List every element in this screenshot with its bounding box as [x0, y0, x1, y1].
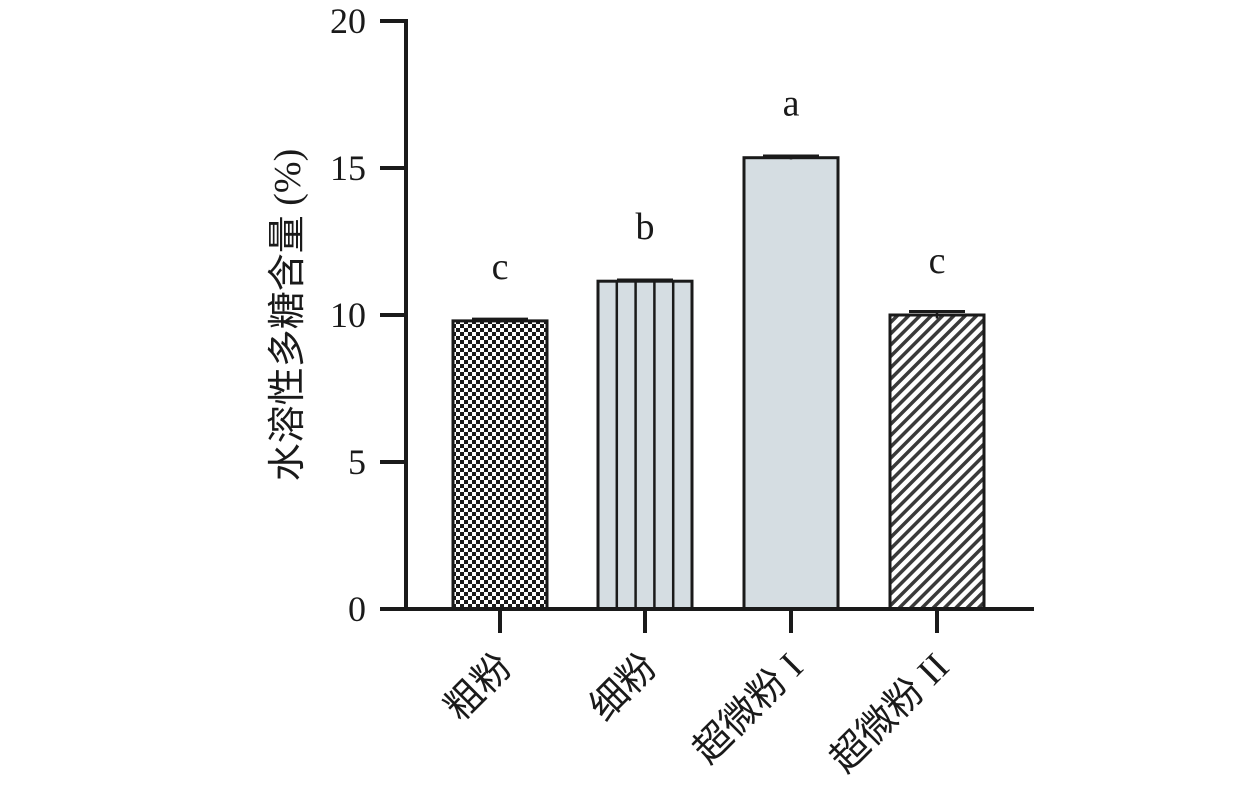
significance-label: c	[929, 240, 946, 282]
y-tick-label: 5	[348, 442, 366, 482]
x-category-label: 粗粉	[437, 646, 520, 729]
y-axis-ticks: 0 5 10 15 20	[330, 1, 406, 629]
bars-group: c b a c	[451, 83, 986, 611]
significance-label: b	[636, 206, 655, 248]
x-category-label: 超微粉 I	[685, 646, 811, 772]
y-tick-label: 0	[348, 589, 366, 629]
y-axis-title: 水溶性多糖含量 (%)	[267, 149, 309, 481]
category-labels: 粗粉 细粉 超微粉 I 超微粉 II	[437, 609, 957, 781]
y-tick-label: 20	[330, 1, 366, 41]
x-category-label: 超微粉 II	[822, 646, 957, 781]
y-tick-label: 15	[330, 148, 366, 188]
y-tick-label: 10	[330, 295, 366, 335]
bar	[888, 313, 986, 611]
bar	[742, 156, 840, 611]
bar	[451, 319, 549, 611]
significance-label: c	[492, 246, 509, 288]
bar	[596, 279, 694, 611]
x-category-label: 细粉	[582, 646, 665, 729]
significance-label: a	[783, 83, 800, 125]
